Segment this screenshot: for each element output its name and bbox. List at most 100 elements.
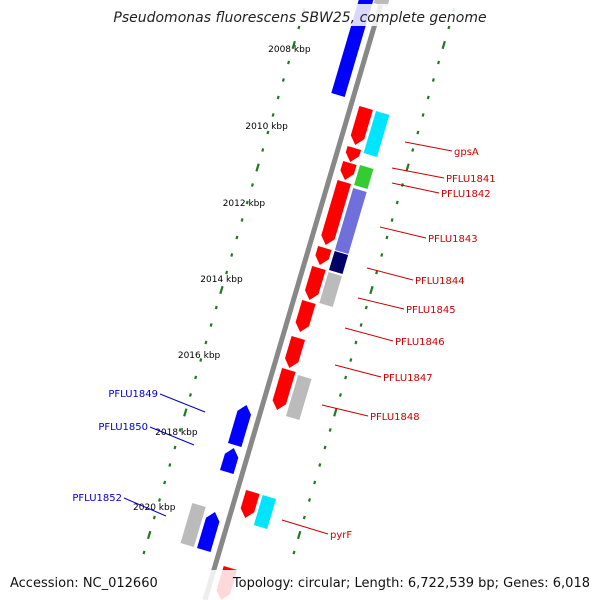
gene-label-pflu1848[interactable]: PFLU1848 bbox=[370, 412, 420, 423]
leader-line bbox=[334, 364, 382, 378]
scale-tick bbox=[157, 498, 162, 502]
scale-tick bbox=[178, 428, 182, 432]
gene-block-forward[interactable] bbox=[305, 266, 326, 300]
feature-layer bbox=[180, 0, 390, 600]
gene-block-forward[interactable] bbox=[285, 336, 305, 368]
scale-tick bbox=[385, 235, 389, 240]
scale-tick bbox=[209, 323, 213, 327]
scale-tick bbox=[199, 358, 203, 362]
scale-tick bbox=[266, 130, 270, 135]
scale-tick bbox=[447, 25, 451, 30]
gene-block-forward[interactable] bbox=[315, 246, 332, 265]
gene-label-pflu1847[interactable]: PFLU1847 bbox=[383, 373, 433, 384]
scale-tick bbox=[405, 163, 410, 172]
scale-tick bbox=[441, 40, 446, 50]
scale-tick bbox=[219, 285, 224, 295]
gene-label-pflu1844[interactable]: PFLU1844 bbox=[415, 276, 465, 287]
gene-block-reverse[interactable] bbox=[228, 405, 251, 447]
leader-line bbox=[357, 297, 405, 310]
gene-label-pflu1843[interactable]: PFLU1843 bbox=[428, 234, 478, 245]
scale-tick bbox=[416, 130, 420, 135]
leader-line bbox=[344, 327, 394, 342]
cyan-feature-block[interactable] bbox=[363, 111, 390, 157]
scale-tick bbox=[230, 253, 234, 257]
leader-line-layer bbox=[123, 141, 453, 535]
scale-tick bbox=[163, 480, 167, 485]
position-label: 2010 kbp bbox=[245, 122, 288, 132]
gene-block-forward[interactable] bbox=[340, 161, 357, 180]
gene-label-pflu1849[interactable]: PFLU1849 bbox=[108, 389, 158, 400]
scale-tick bbox=[152, 515, 156, 520]
scale-tick bbox=[173, 445, 177, 450]
green-feature-block[interactable] bbox=[354, 165, 374, 189]
genome-backbone bbox=[202, 0, 385, 600]
scale-tick bbox=[313, 480, 317, 485]
cyan-feature-block[interactable] bbox=[253, 495, 277, 529]
leader-line bbox=[281, 519, 329, 535]
scale-tick bbox=[344, 375, 348, 380]
scale-tick bbox=[291, 40, 296, 50]
navy-feature-block[interactable] bbox=[329, 251, 349, 274]
footer-backdrop bbox=[0, 570, 600, 600]
leader-line bbox=[123, 497, 167, 517]
gene-block-forward[interactable] bbox=[345, 146, 362, 162]
scale-tick bbox=[333, 408, 338, 417]
hypothetical-block[interactable] bbox=[319, 272, 342, 307]
purple-feature-block[interactable] bbox=[334, 188, 367, 254]
gene-block-reverse[interactable] bbox=[220, 448, 239, 474]
leader-line bbox=[159, 393, 206, 413]
scale-tick bbox=[380, 253, 384, 257]
scale-tick bbox=[411, 148, 415, 152]
scale-tick bbox=[395, 200, 399, 205]
scale-tick bbox=[354, 340, 358, 345]
gene-block-forward[interactable] bbox=[272, 368, 296, 410]
gene-label-pflu1845[interactable]: PFLU1845 bbox=[406, 305, 456, 316]
hypothetical-block[interactable] bbox=[180, 503, 206, 547]
scale-tick bbox=[318, 463, 322, 467]
position-label: 2014 kbp bbox=[200, 275, 243, 285]
position-label: 2016 kbp bbox=[178, 351, 221, 361]
gene-label-pflu1850[interactable]: PFLU1850 bbox=[98, 422, 148, 433]
gene-label-pflu1841[interactable]: PFLU1841 bbox=[446, 174, 496, 185]
gene-block-reverse[interactable] bbox=[197, 512, 220, 552]
scale-tick bbox=[359, 323, 363, 327]
gene-label-pflu1842[interactable]: PFLU1842 bbox=[441, 189, 491, 200]
hypothetical-block[interactable] bbox=[286, 375, 312, 420]
gene-label-pflu1852[interactable]: PFLU1852 bbox=[72, 493, 122, 504]
accession-text: Accession: NC_012660 bbox=[10, 576, 158, 591]
scale-tick bbox=[431, 78, 435, 82]
backbone-layer bbox=[202, 0, 385, 600]
scale-tick bbox=[276, 95, 280, 100]
scale-tick bbox=[146, 530, 152, 540]
gene-label-pflu1846[interactable]: PFLU1846 bbox=[395, 337, 445, 348]
leader-line bbox=[149, 426, 195, 446]
scale-tick bbox=[302, 515, 306, 520]
scale-tick bbox=[297, 25, 301, 30]
scale-tick bbox=[250, 183, 254, 187]
scale-tick bbox=[307, 498, 312, 502]
scale-tick bbox=[338, 393, 342, 397]
gene-block-forward[interactable] bbox=[350, 106, 373, 145]
gene-block-forward[interactable] bbox=[295, 300, 316, 332]
tick-layer bbox=[142, 8, 456, 555]
scale-tick bbox=[225, 270, 229, 275]
scale-tick bbox=[369, 285, 374, 295]
scale-tick bbox=[437, 60, 441, 65]
leader-line bbox=[404, 141, 453, 152]
gene-block-forward[interactable] bbox=[240, 490, 260, 518]
scale-tick bbox=[296, 530, 302, 540]
scale-tick bbox=[287, 60, 291, 65]
scale-tick bbox=[292, 550, 296, 555]
scale-tick bbox=[142, 550, 146, 555]
gene-label-gpsa[interactable]: gpsA bbox=[454, 147, 479, 158]
scale-tick bbox=[204, 340, 208, 345]
leader-line bbox=[391, 167, 445, 179]
gene-label-pyrf[interactable]: pyrF bbox=[330, 530, 352, 541]
scale-tick bbox=[255, 163, 260, 172]
scale-tick bbox=[245, 200, 249, 205]
scale-tick bbox=[240, 218, 244, 222]
gene-block-forward[interactable] bbox=[321, 180, 351, 245]
scale-tick bbox=[261, 148, 265, 152]
